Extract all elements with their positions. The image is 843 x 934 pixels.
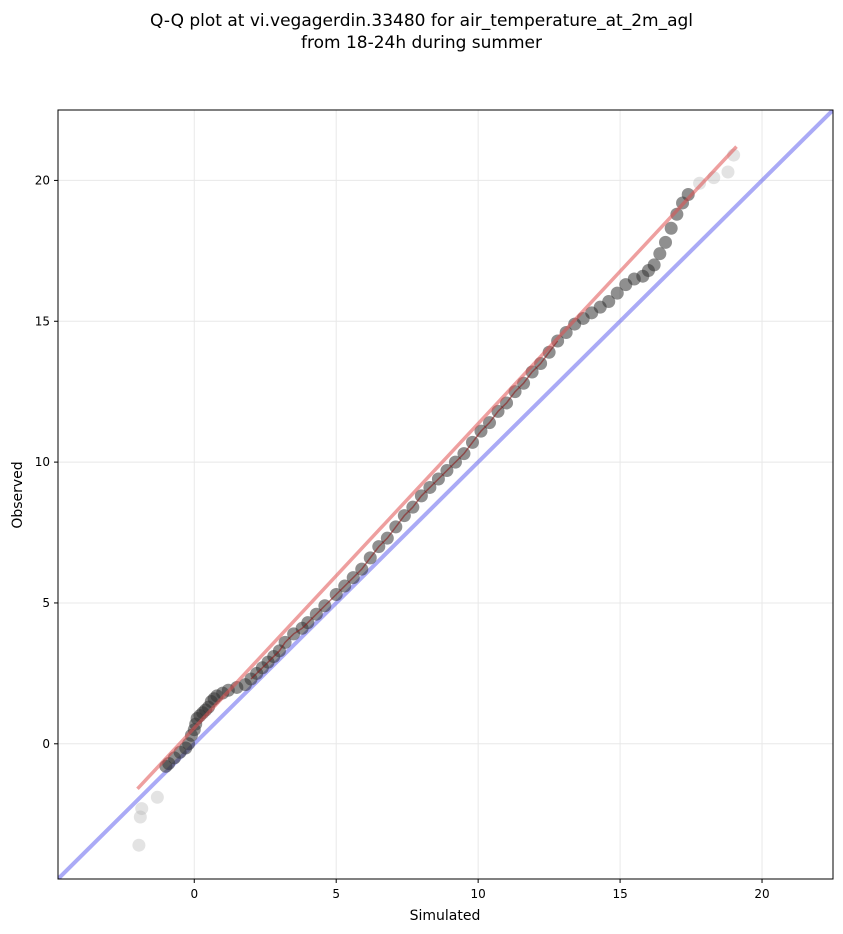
data-point <box>610 286 624 300</box>
y-axis-label: Observed <box>10 461 26 528</box>
chart-title: Q-Q plot at vi.vegagerdin.33480 for air_… <box>0 10 843 54</box>
data-point <box>150 790 164 804</box>
data-point <box>659 235 673 249</box>
y-tick-label: 15 <box>35 314 50 328</box>
plot-area <box>58 110 833 879</box>
data-point <box>133 810 147 824</box>
chart-title-line-2: from 18-24h during summer <box>301 33 542 53</box>
y-tick-label: 5 <box>42 596 50 610</box>
data-point <box>664 221 678 235</box>
x-tick-label: 5 <box>332 887 340 901</box>
data-point <box>602 295 616 309</box>
data-points <box>132 148 741 852</box>
fit-line <box>136 145 738 791</box>
chart-title-line-1: Q-Q plot at vi.vegagerdin.33480 for air_… <box>149 11 694 31</box>
x-axis-label: Simulated <box>410 908 481 924</box>
x-tick-label: 20 <box>754 887 769 901</box>
y-tick-label: 20 <box>35 173 50 187</box>
data-point <box>670 207 684 221</box>
plot-frame <box>57 109 834 880</box>
x-axis-ticks: 0 5 10 15 20 <box>190 879 770 901</box>
x-tick-label: 10 <box>471 887 486 901</box>
data-point <box>721 165 735 179</box>
y-axis-ticks: 0 5 10 15 20 <box>35 173 58 751</box>
y-tick-label: 10 <box>35 455 50 469</box>
data-point <box>647 258 661 272</box>
data-point <box>681 188 695 202</box>
data-point <box>693 176 707 190</box>
data-point <box>559 326 573 340</box>
data-point <box>135 802 149 816</box>
data-point <box>132 838 146 852</box>
y-tick-label: 0 <box>42 737 50 751</box>
x-tick-label: 0 <box>190 887 198 901</box>
data-point <box>653 247 667 261</box>
x-tick-label: 15 <box>612 887 627 901</box>
dense-core-line <box>250 340 559 680</box>
